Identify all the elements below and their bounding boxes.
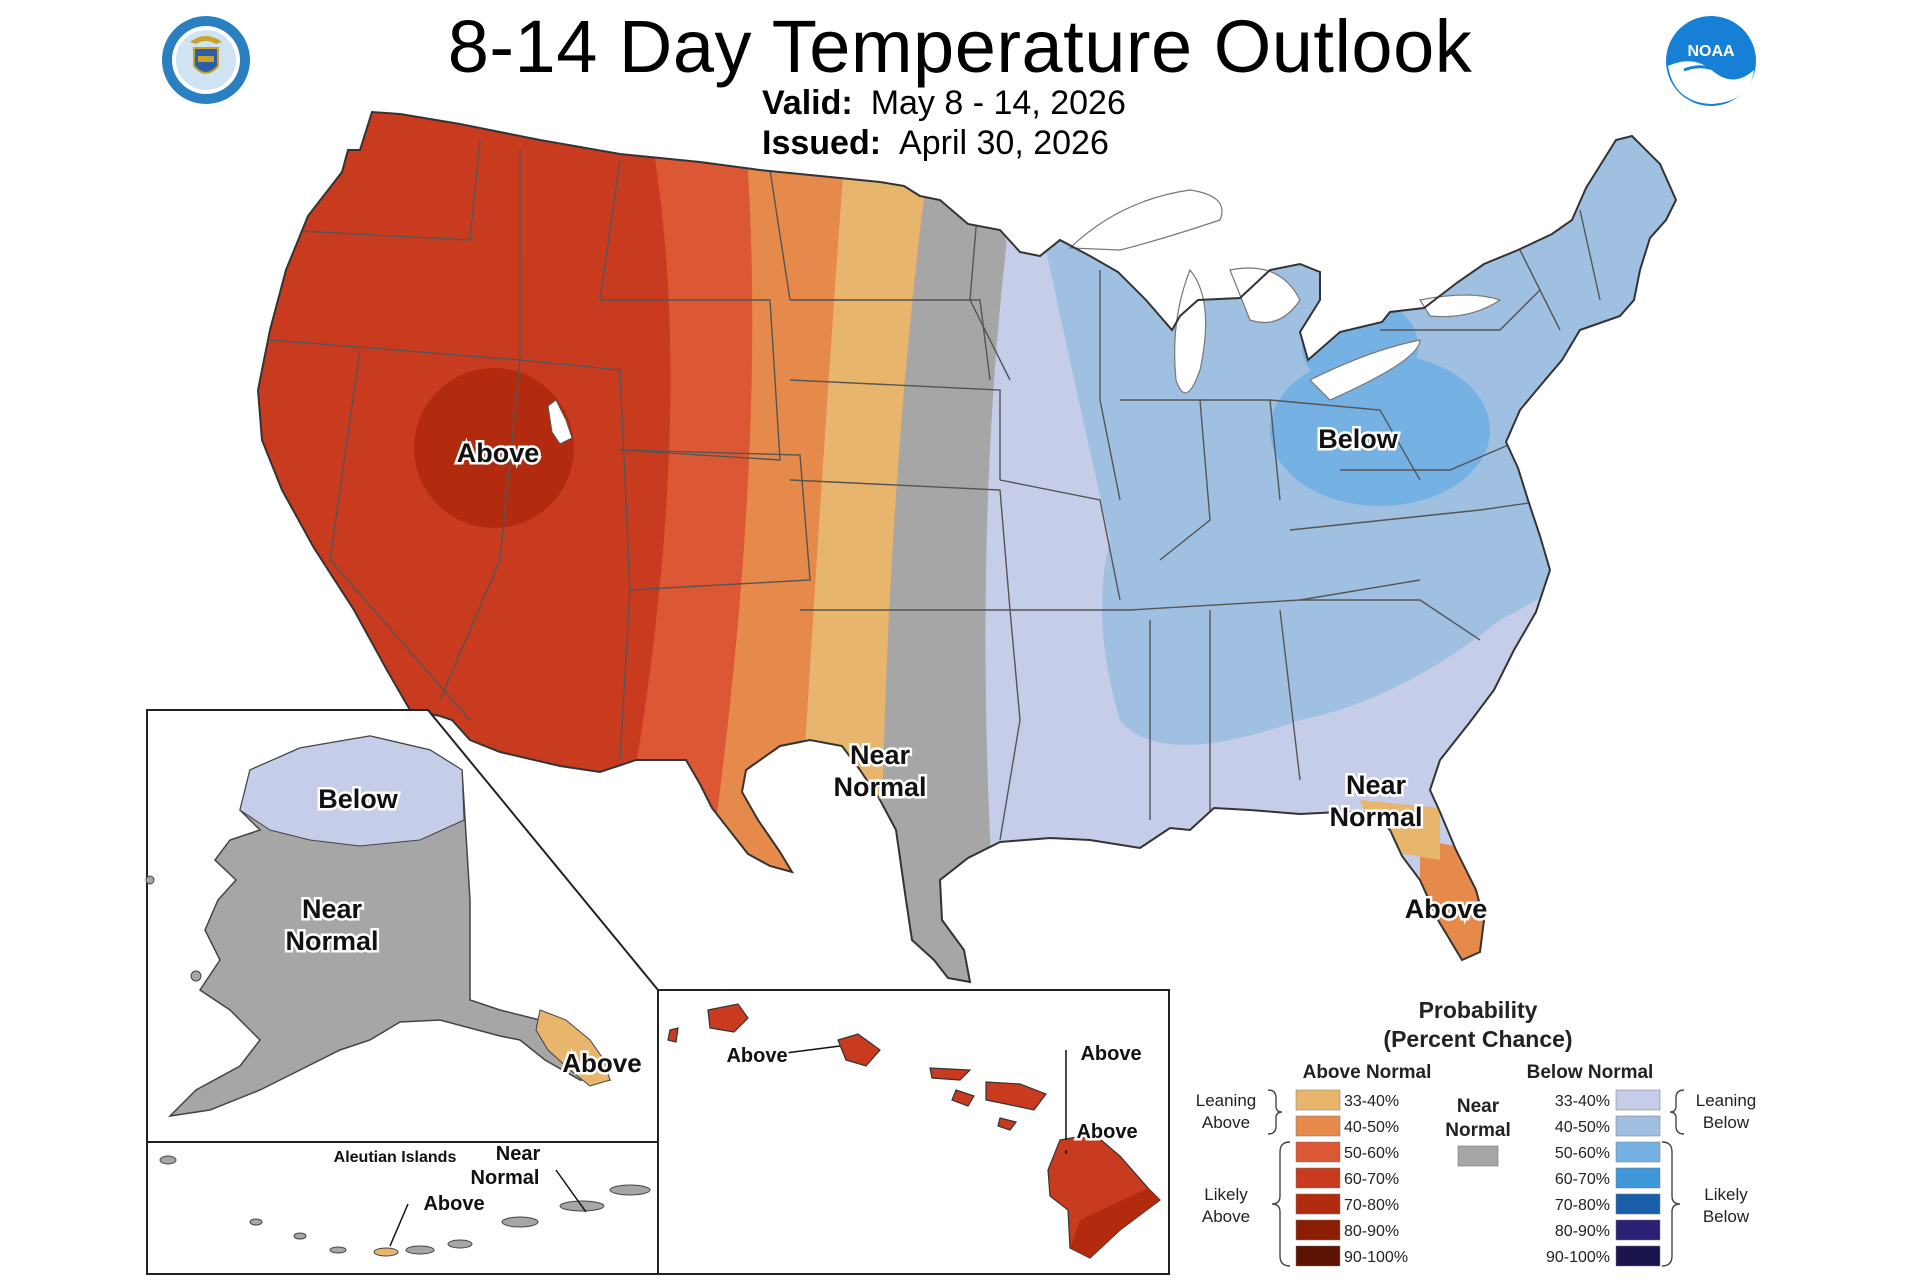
legend-below-label: 60-70% bbox=[1555, 1171, 1610, 1188]
map-title: 8-14 Day Temperature Outlook bbox=[447, 5, 1473, 88]
issued-line: Issued: April 30, 2026 bbox=[762, 124, 1109, 163]
valid-line: Valid: May 8 - 14, 2026 bbox=[762, 84, 1126, 123]
label-hawaii-above-3: Above bbox=[1076, 1121, 1137, 1143]
legend-leaning-below-2: Below bbox=[1703, 1113, 1750, 1132]
legend-below-label: 50-60% bbox=[1555, 1145, 1610, 1162]
legend-likely-below-2: Below bbox=[1703, 1207, 1750, 1226]
label-hawaii-above-1: Above bbox=[726, 1045, 787, 1067]
legend-below-swatch bbox=[1615, 1141, 1661, 1163]
label-ohio-below: Below bbox=[1318, 424, 1399, 454]
legend-above-rows: 33-40% 40-50% 50-60% 60-70% 70-80% 80-90% 90-1… bbox=[1295, 1089, 1408, 1267]
label-aleutian-above: Above bbox=[423, 1193, 484, 1215]
label-west-above: Above bbox=[457, 438, 540, 468]
valid-dates: May 8 - 14, 2026 bbox=[870, 84, 1126, 122]
issued-date: April 30, 2026 bbox=[899, 124, 1109, 162]
state-borders bbox=[269, 139, 1601, 841]
legend-above-label: 50-60% bbox=[1344, 1145, 1399, 1162]
legend-below-label: 70-80% bbox=[1555, 1197, 1610, 1214]
legend-above-swatch bbox=[1295, 1115, 1341, 1137]
legend-above-swatch bbox=[1295, 1089, 1341, 1111]
probability-legend: Probability (Percent Chance) Above Norma… bbox=[1196, 997, 1757, 1267]
legend-above-swatch bbox=[1295, 1245, 1341, 1267]
label-aleutian-title: Aleutian Islands bbox=[334, 1149, 457, 1166]
label-alaska-se-above: Above bbox=[562, 1048, 641, 1078]
label-southeast-normal: Normal bbox=[1329, 802, 1422, 832]
great-salt-lake bbox=[547, 399, 573, 445]
hawaii-inset: Above Above Above bbox=[657, 989, 1170, 1275]
label-hawaii-above-2: Above bbox=[1080, 1043, 1141, 1065]
label-texas-near: Near bbox=[850, 740, 911, 770]
legend-below-label: 33-40% bbox=[1555, 1093, 1610, 1110]
legend-below-swatch bbox=[1615, 1167, 1661, 1189]
legend-above-swatch bbox=[1295, 1219, 1341, 1241]
label-southeast-near: Near bbox=[1346, 770, 1407, 800]
label-florida-above: Above bbox=[1405, 894, 1488, 924]
legend-likely-above-2: Above bbox=[1202, 1207, 1250, 1226]
noaa-logo: NOAA bbox=[1666, 16, 1756, 106]
legend-below-label: 90-100% bbox=[1546, 1249, 1610, 1266]
legend-near-line1: Near bbox=[1457, 1096, 1500, 1117]
label-aleutian-near: Near bbox=[496, 1143, 541, 1165]
legend-leaning-above-2: Above bbox=[1202, 1113, 1250, 1132]
alaska-inset: Below Near Normal Above bbox=[145, 709, 659, 1275]
legend-below-label: 40-50% bbox=[1555, 1119, 1610, 1136]
valid-label: Valid: bbox=[762, 84, 853, 122]
legend-above-label: 90-100% bbox=[1344, 1249, 1408, 1266]
label-alaska-below: Below bbox=[318, 784, 399, 814]
legend-likely-above-1: Likely bbox=[1204, 1185, 1248, 1204]
legend-below-swatch bbox=[1615, 1193, 1661, 1215]
legend-above-header: Above Normal bbox=[1303, 1062, 1432, 1083]
aleutian-inset: Aleutian Islands Above Near Normal bbox=[159, 1141, 651, 1257]
legend-subtitle: (Percent Chance) bbox=[1383, 1026, 1572, 1052]
issued-label: Issued: bbox=[762, 124, 882, 162]
legend-below-header: Below Normal bbox=[1527, 1062, 1654, 1083]
legend-below-swatch bbox=[1615, 1245, 1661, 1267]
legend-above-swatch bbox=[1295, 1193, 1341, 1215]
legend-below-label: 80-90% bbox=[1555, 1223, 1610, 1240]
noaa-logo-text: NOAA bbox=[1687, 43, 1735, 60]
great-lakes bbox=[1068, 189, 1502, 401]
label-aleutian-normal: Normal bbox=[471, 1167, 540, 1189]
legend-leaning-above-1: Leaning bbox=[1196, 1091, 1257, 1110]
legend-near-line2: Normal bbox=[1445, 1120, 1510, 1141]
legend-title: Probability bbox=[1419, 997, 1538, 1023]
legend-below-swatch bbox=[1615, 1219, 1661, 1241]
legend-above-swatch bbox=[1295, 1167, 1341, 1189]
legend-braces bbox=[1267, 1089, 1685, 1267]
legend-below-swatch bbox=[1615, 1089, 1661, 1111]
legend-above-label: 33-40% bbox=[1344, 1093, 1399, 1110]
legend-likely-below-1: Likely bbox=[1704, 1185, 1748, 1204]
legend-above-label: 40-50% bbox=[1344, 1119, 1399, 1136]
conus-outline bbox=[256, 110, 1678, 984]
legend-below-swatch bbox=[1615, 1115, 1661, 1137]
legend-leaning-below-1: Leaning bbox=[1696, 1091, 1757, 1110]
legend-above-swatch bbox=[1295, 1141, 1341, 1163]
legend-above-label: 70-80% bbox=[1344, 1197, 1399, 1214]
legend-below-rows: 33-40% 40-50% 50-60% 60-70% 70-80% 80-90% 90-1… bbox=[1546, 1089, 1661, 1267]
label-texas-normal: Normal bbox=[833, 772, 926, 802]
legend-above-label: 80-90% bbox=[1344, 1223, 1399, 1240]
label-alaska-normal: Normal bbox=[285, 926, 378, 956]
label-alaska-near: Near bbox=[302, 894, 363, 924]
commerce-seal-logo bbox=[162, 16, 250, 104]
legend-near-swatch bbox=[1457, 1145, 1499, 1167]
legend-above-label: 60-70% bbox=[1344, 1171, 1399, 1188]
